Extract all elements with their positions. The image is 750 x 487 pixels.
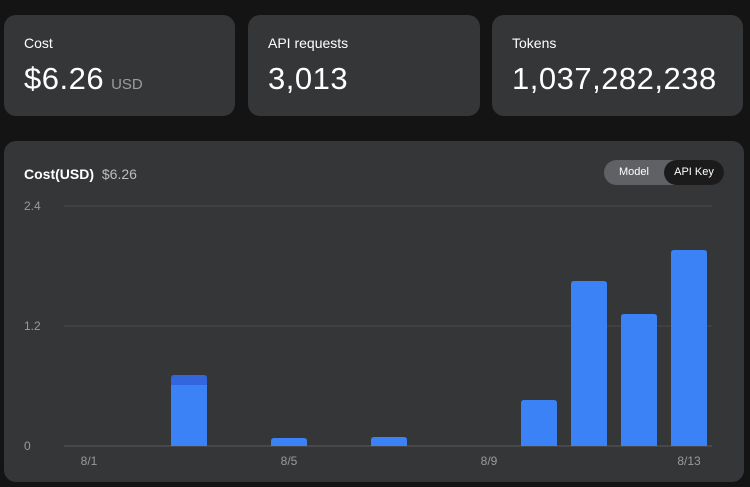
bar-8-3 [171,375,207,385]
bar-8-12 [621,314,657,446]
bar-8-7 [371,437,407,446]
x-tick-label: 8/13 [677,454,701,468]
api-requests-card: API requests 3,013 [248,15,480,116]
cost-value: $6.26 [24,61,105,96]
tokens-card: Tokens 1,037,282,238 [492,15,743,116]
y-tick-label: 2.4 [24,199,41,213]
chart-title-value: $6.26 [101,166,137,182]
toggle-option-api-key[interactable]: API Key [664,160,724,185]
cost-chart-card: Cost(USD) $6.26 Model API Key 0 1.2 2.4 8/1… [4,141,744,482]
api-requests-label: API requests [268,35,349,51]
x-tick-label: 8/5 [281,454,298,468]
bar-8-3 [171,385,207,446]
bar-8-5 [271,438,307,446]
cost-value-row: $6.26 USD [24,61,215,97]
y-tick-label: 0 [24,439,31,453]
toggle-option-model[interactable]: Model [619,166,649,178]
tokens-label: Tokens [512,35,557,51]
bar-8-11 [571,281,607,446]
cost-label: Cost [24,35,53,51]
cost-card: Cost $6.26 USD [4,15,235,116]
cost-unit: USD [111,76,143,93]
api-requests-value: 3,013 [268,61,349,96]
api-requests-value-row: 3,013 [268,61,460,97]
x-tick-label: 8/1 [81,454,98,468]
tokens-value-row: 1,037,282,238 [512,61,723,97]
tokens-value: 1,037,282,238 [512,61,717,96]
bar-8-13 [671,250,707,446]
chart-title-label: Cost(USD) [24,166,94,182]
y-tick-label: 1.2 [24,319,41,333]
bar-8-10 [521,400,557,446]
cost-bar-chart: 0 1.2 2.4 8/1 8/5 8/9 8/13 [24,199,712,468]
chart-title: Cost(USD) $6.26 [24,166,137,182]
x-tick-label: 8/9 [481,454,498,468]
group-by-toggle: Model API Key [604,160,724,185]
